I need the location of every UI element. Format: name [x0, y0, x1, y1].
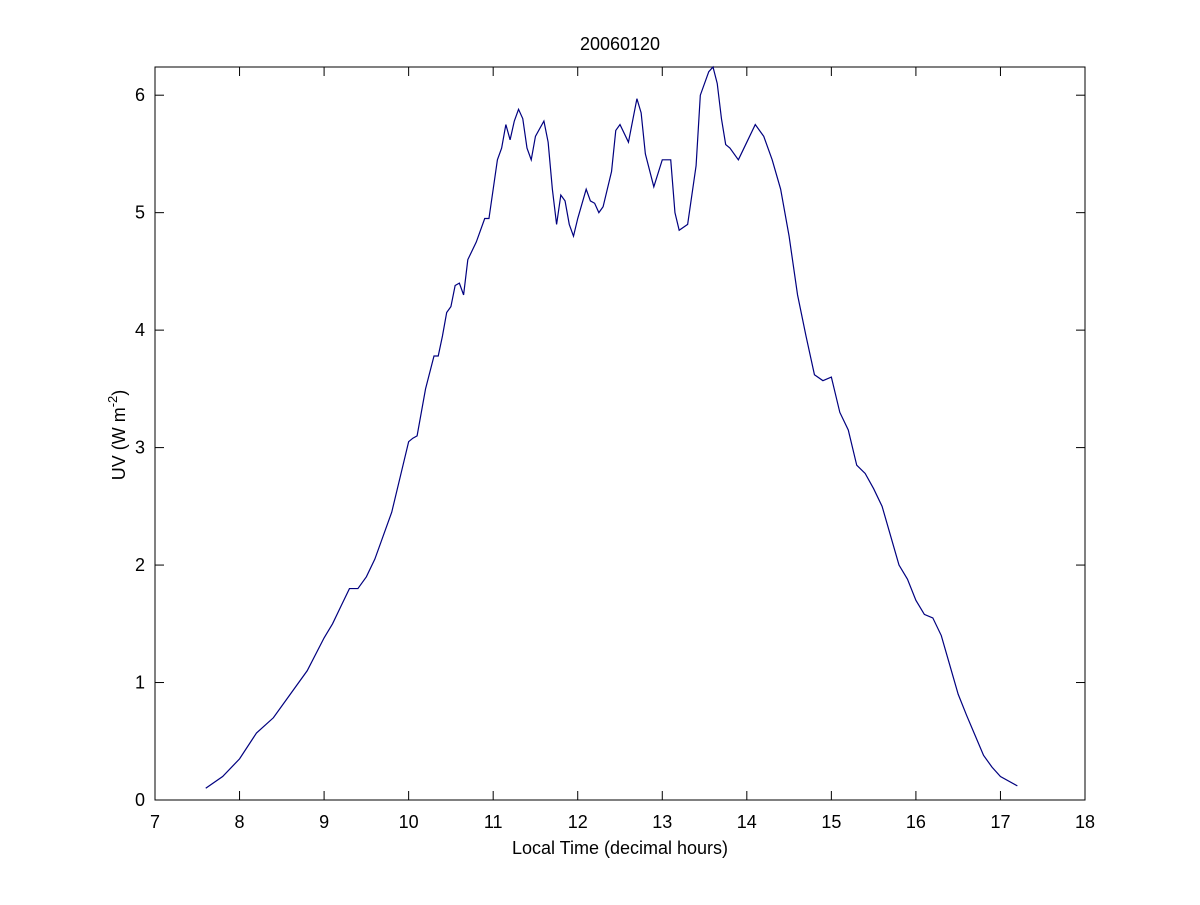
y-tick-label: 6 [135, 85, 145, 105]
x-tick-label: 16 [906, 812, 926, 832]
x-axis-label: Local Time (decimal hours) [512, 838, 728, 858]
x-tick-label: 8 [235, 812, 245, 832]
x-tick-label: 10 [399, 812, 419, 832]
y-tick-label: 5 [135, 203, 145, 223]
y-label-suffix: ) [109, 390, 129, 396]
x-tick-label: 13 [652, 812, 672, 832]
x-tick-label: 9 [319, 812, 329, 832]
y-label-text: UV (W m [109, 407, 129, 480]
x-tick-label: 17 [990, 812, 1010, 832]
y-tick-label: 0 [135, 790, 145, 810]
y-label-superscript: -2 [105, 396, 120, 408]
x-tick-label: 15 [821, 812, 841, 832]
data-line [205, 65, 1018, 789]
y-tick-label: 1 [135, 673, 145, 693]
y-tick-label: 4 [135, 320, 145, 340]
axes-box [154, 66, 1086, 801]
chart-title: 20060120 [580, 34, 660, 54]
y-tick-label: 2 [135, 555, 145, 575]
y-tick-label: 3 [135, 438, 145, 458]
y-axis-label: UV (W m-2) [105, 390, 129, 481]
x-tick-label: 14 [737, 812, 757, 832]
x-tick-label: 7 [150, 812, 160, 832]
x-tick-label: 18 [1075, 812, 1095, 832]
x-tick-label: 11 [484, 812, 503, 832]
x-tick-label: 12 [568, 812, 588, 832]
